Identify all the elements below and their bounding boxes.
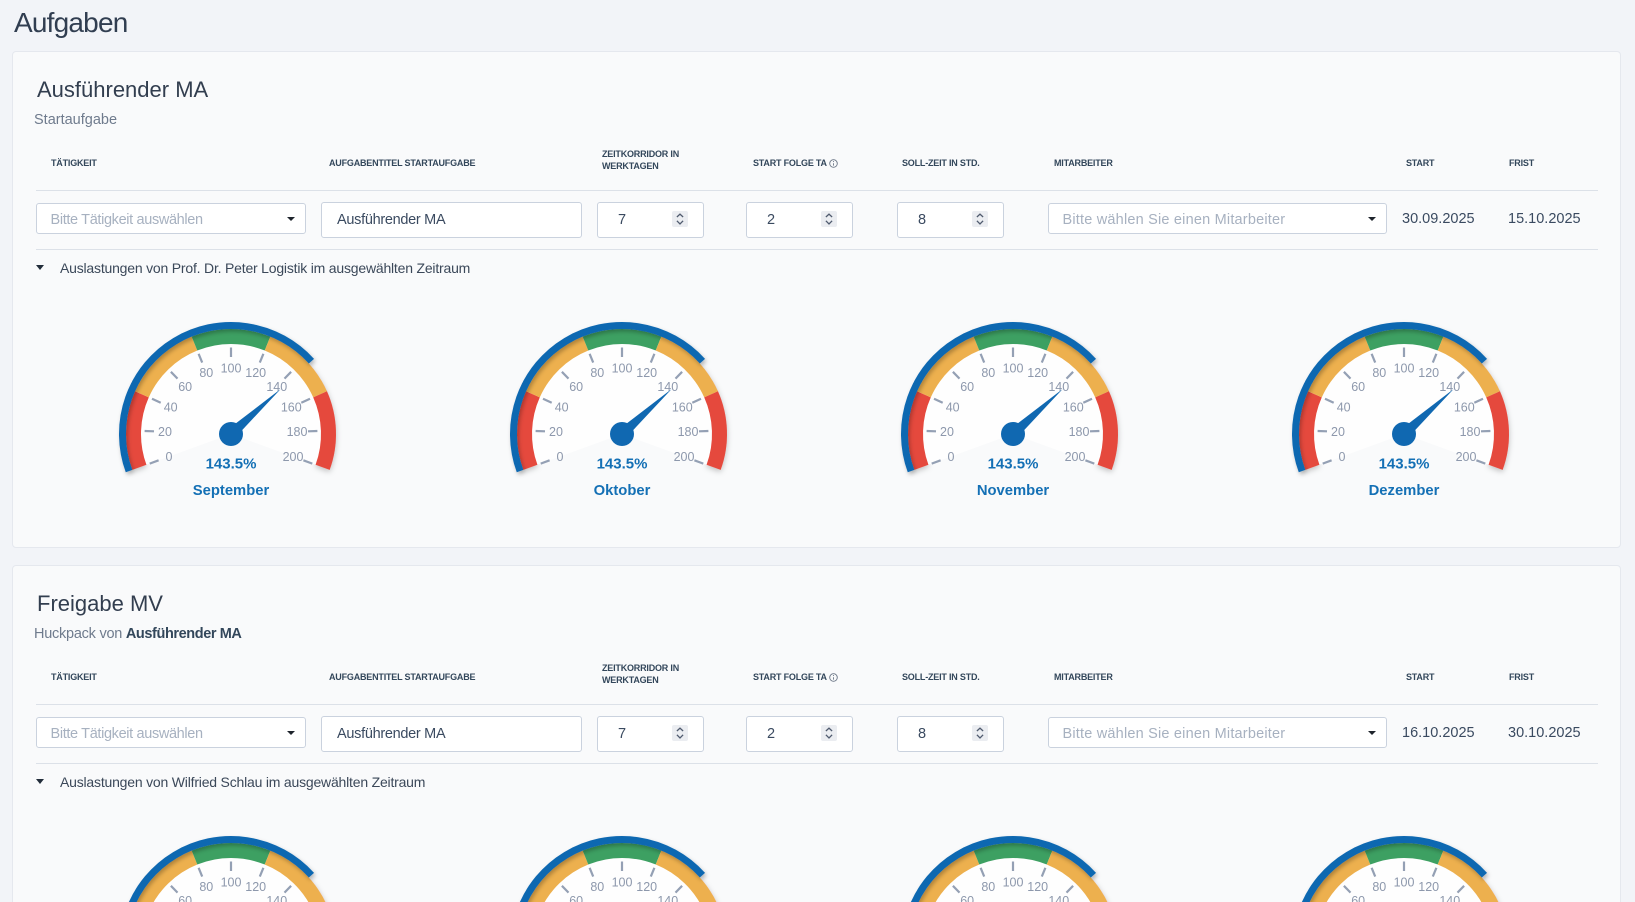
svg-text:September: September xyxy=(193,483,270,499)
svg-text:Oktober: Oktober xyxy=(594,483,651,499)
svg-text:November: November xyxy=(977,483,1050,499)
svg-text:Dezember: Dezember xyxy=(1369,483,1440,499)
